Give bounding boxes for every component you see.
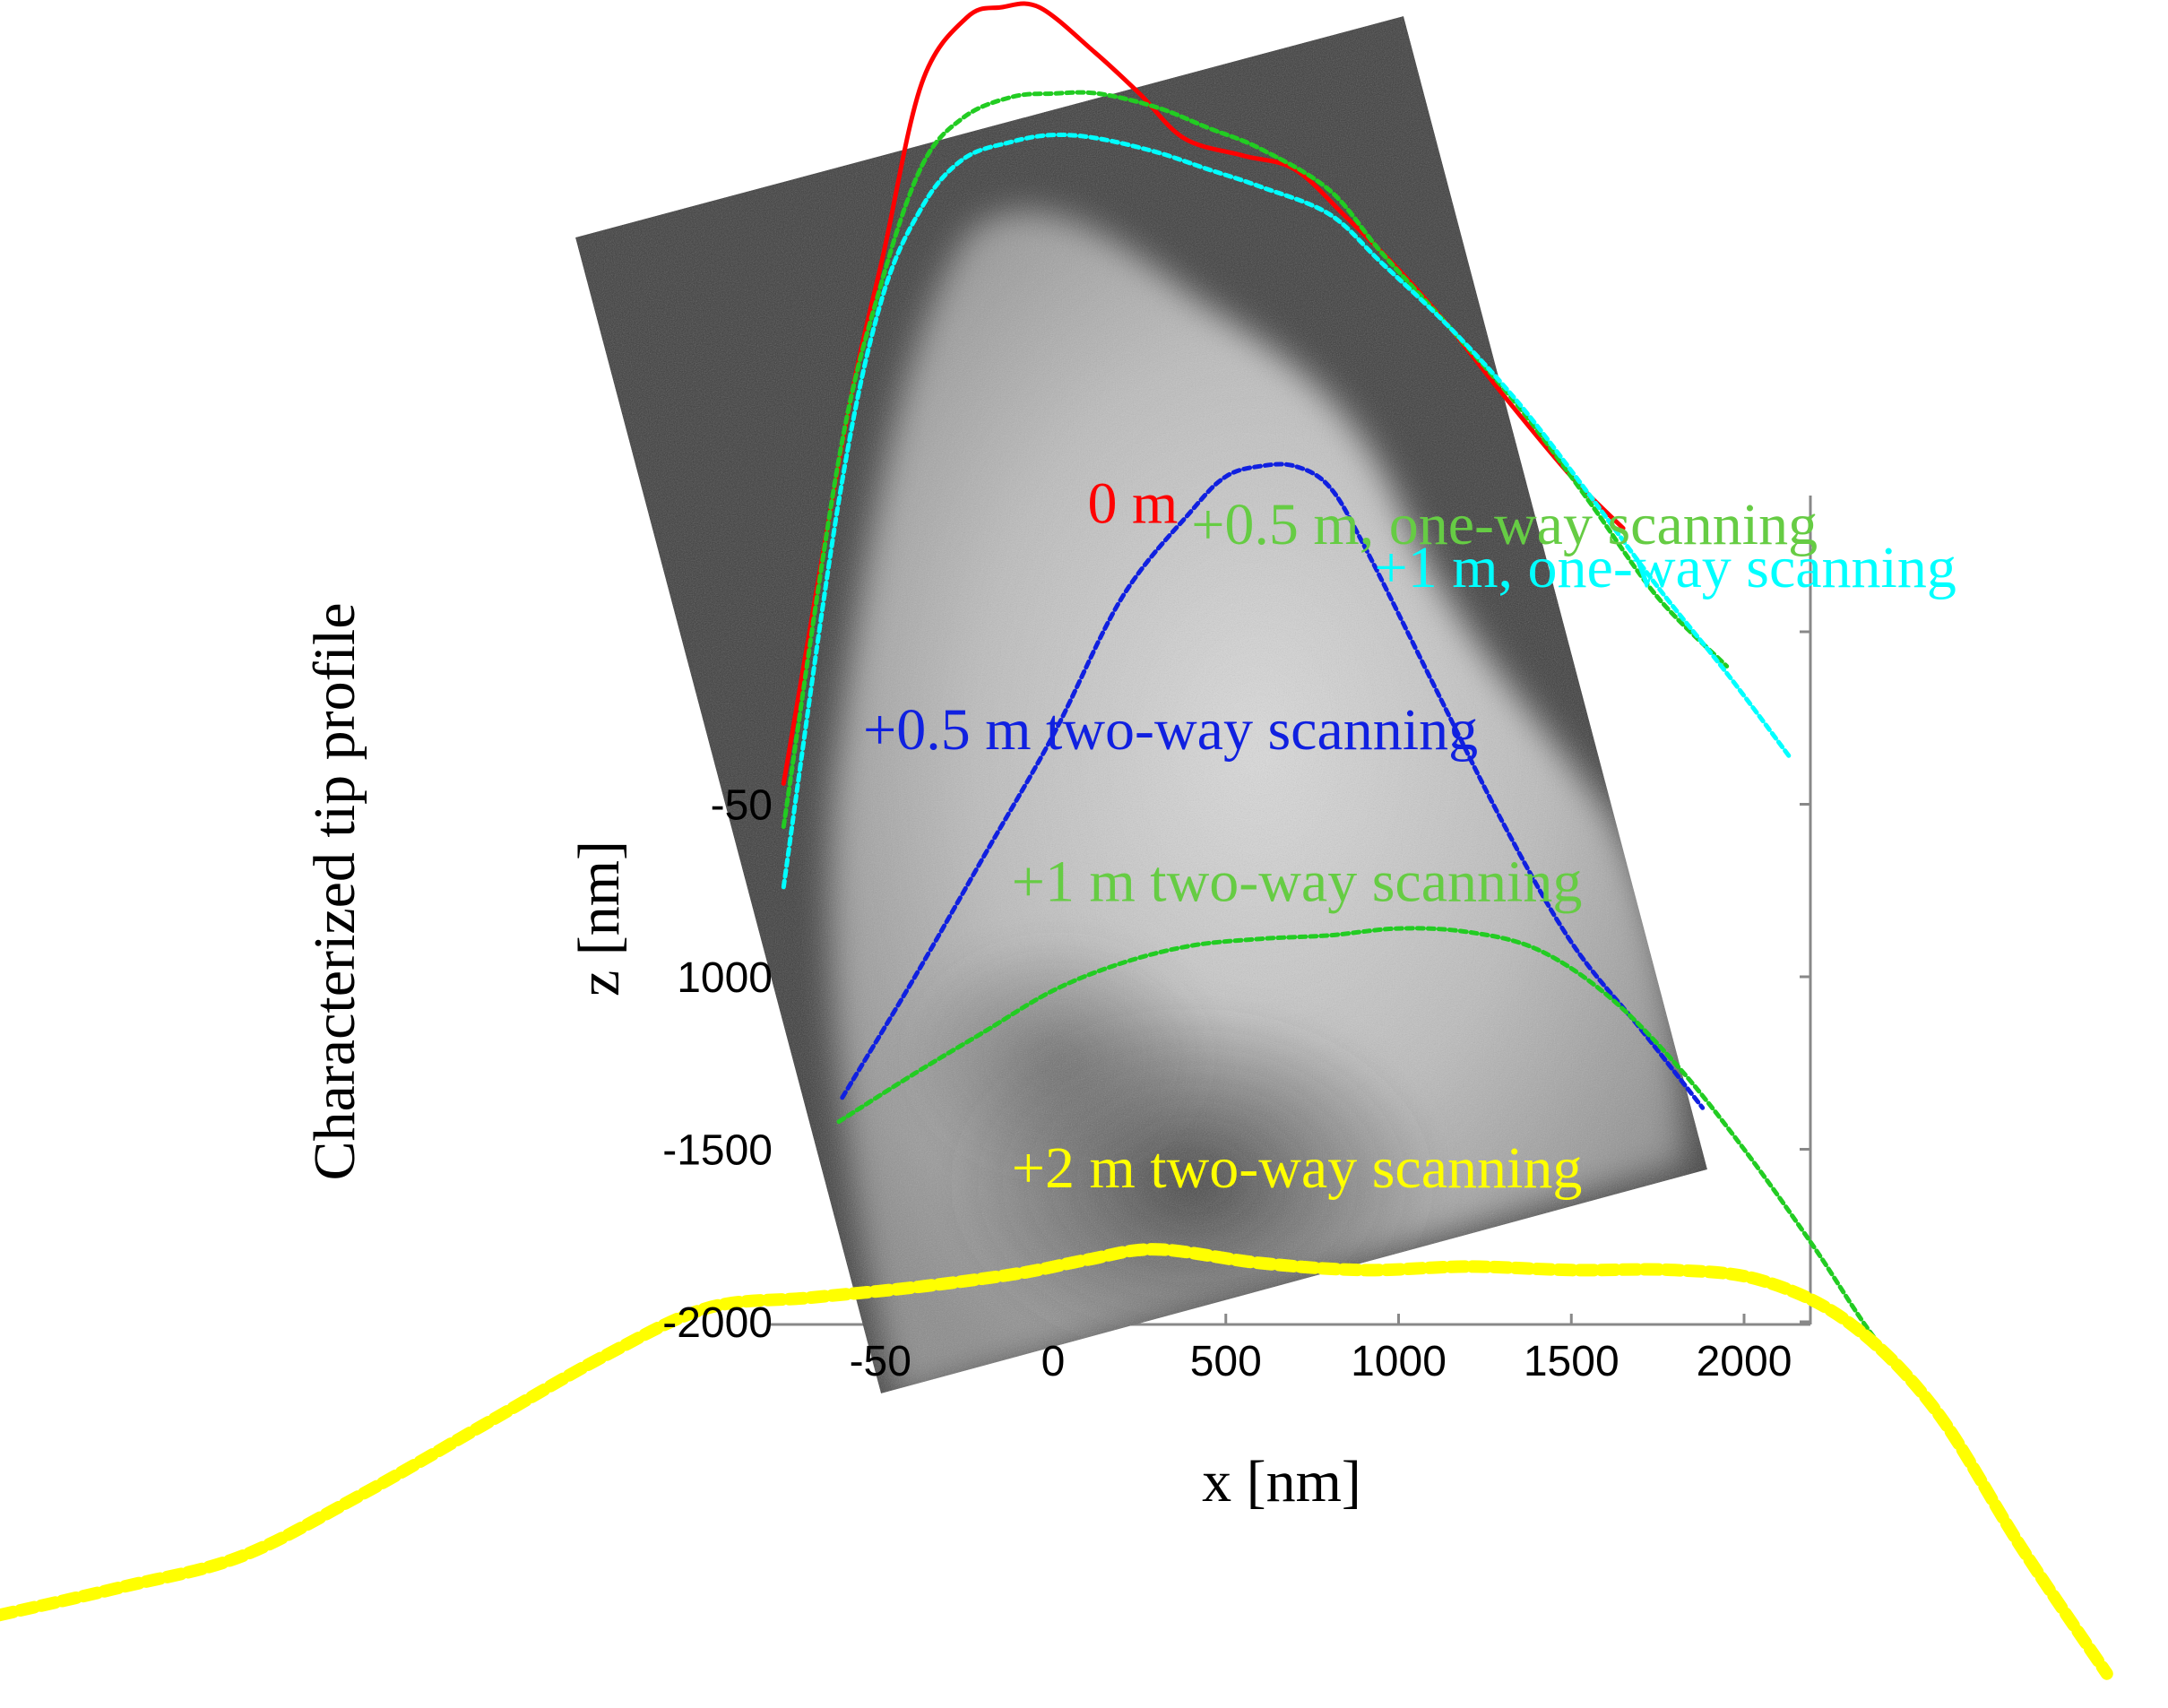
x-tick-labels: -50 0 500 1000 1500 2000	[850, 1338, 1792, 1385]
series-line-2	[781, 132, 1792, 890]
series-line-5	[0, 1243, 2113, 1680]
profile-curves	[0, 1, 2113, 1680]
y-axis-label: z [nm]	[566, 841, 632, 996]
x-tick-label: 1500	[1524, 1338, 1620, 1385]
x-tick-label: -50	[850, 1338, 911, 1385]
x-tick-label: 2000	[1697, 1338, 1792, 1385]
curve-labels: 0 m +0.5 m, one-way scanning+1 m, one-way…	[863, 471, 1956, 1201]
series-label-1: +0.5 m, one-way scanning	[1191, 492, 1818, 557]
y-tick-label: -50	[711, 782, 773, 830]
series-label-2: +1 m, one-way scanning	[1375, 535, 1956, 600]
sem-tip-image	[575, 16, 1707, 1393]
series-line-3	[840, 462, 1706, 1110]
x-tick-label: 1000	[1351, 1338, 1447, 1385]
x-axis-label: x [nm]	[1202, 1449, 1361, 1514]
x-tick-label: 0	[1041, 1338, 1066, 1385]
y-tick-label: -2000	[662, 1299, 773, 1347]
x-tick-label: 500	[1190, 1338, 1262, 1385]
y-tick-label: -1500	[662, 1127, 773, 1175]
series-label-5: +2 m two-way scanning	[1012, 1135, 1583, 1201]
series-label-0: 0 m	[1088, 471, 1179, 537]
y-tick-labels: -50 1000 -1500 -2000	[662, 782, 773, 1348]
series-line-4	[836, 926, 1940, 1410]
outer-y-label: Characterized tip profile	[302, 602, 367, 1180]
series-line-1	[781, 90, 1730, 829]
tick-marks	[878, 630, 1810, 1324]
y-tick-label: 1000	[677, 954, 773, 1002]
series-label-3: +0.5 m two-way scanning	[863, 697, 1478, 763]
series-label-4: +1 m two-way scanning	[1012, 849, 1583, 914]
